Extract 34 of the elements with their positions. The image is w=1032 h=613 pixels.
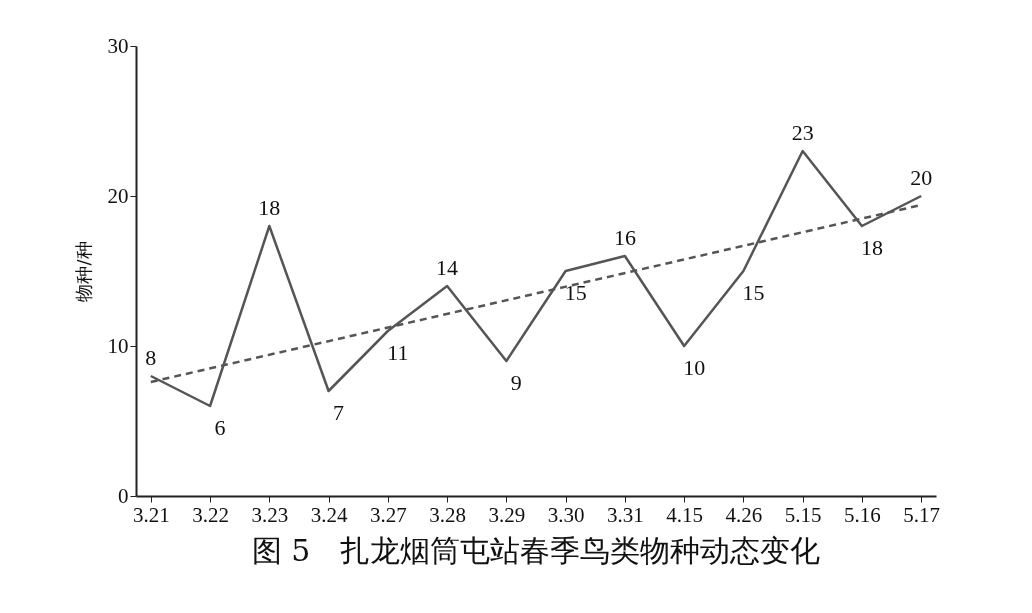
data-label: 7 — [333, 400, 345, 425]
x-tick-label: 3.31 — [607, 502, 644, 527]
y-axis-title: 物种/种 — [72, 241, 94, 302]
y-tick-label: 20 — [107, 183, 129, 208]
x-tick-label: 3.30 — [547, 502, 585, 527]
data-label: 8 — [145, 345, 157, 370]
x-tick-label: 5.17 — [903, 502, 941, 527]
x-tick-label: 3.29 — [488, 502, 526, 527]
x-tick-label: 3.27 — [369, 502, 407, 527]
text: 图 5 扎龙烟筒屯站春季鸟类物种动态变化 — [251, 533, 821, 568]
data-label: 15 — [564, 280, 587, 305]
x-tick-label: 3.28 — [429, 502, 466, 527]
data-label: 15 — [742, 280, 765, 305]
data-label: 20 — [910, 165, 933, 190]
data-label: 18 — [258, 195, 281, 220]
x-tick-label: 3.22 — [192, 502, 229, 527]
data-label: 23 — [791, 120, 814, 145]
y-tick-label: 0 — [118, 483, 129, 508]
y-tick-label: 30 — [107, 33, 129, 58]
x-tick-label: 3.23 — [251, 502, 289, 527]
data-label: 6 — [214, 415, 226, 440]
data-label: 9 — [510, 370, 522, 395]
data-label: 18 — [860, 235, 883, 260]
x-tick-label: 4.26 — [725, 502, 763, 527]
y-tick-label: 10 — [107, 333, 129, 358]
data-label: 16 — [613, 225, 636, 250]
x-tick-label: 4.15 — [666, 502, 704, 527]
data-label: 11 — [387, 340, 409, 365]
data-label: 10 — [683, 355, 706, 380]
x-tick-label: 5.15 — [784, 502, 822, 527]
data-label: 14 — [436, 255, 459, 280]
x-tick-label: 5.16 — [844, 502, 881, 527]
x-tick-label: 3.24 — [310, 502, 348, 527]
x-tick-label: 3.21 — [132, 502, 170, 527]
